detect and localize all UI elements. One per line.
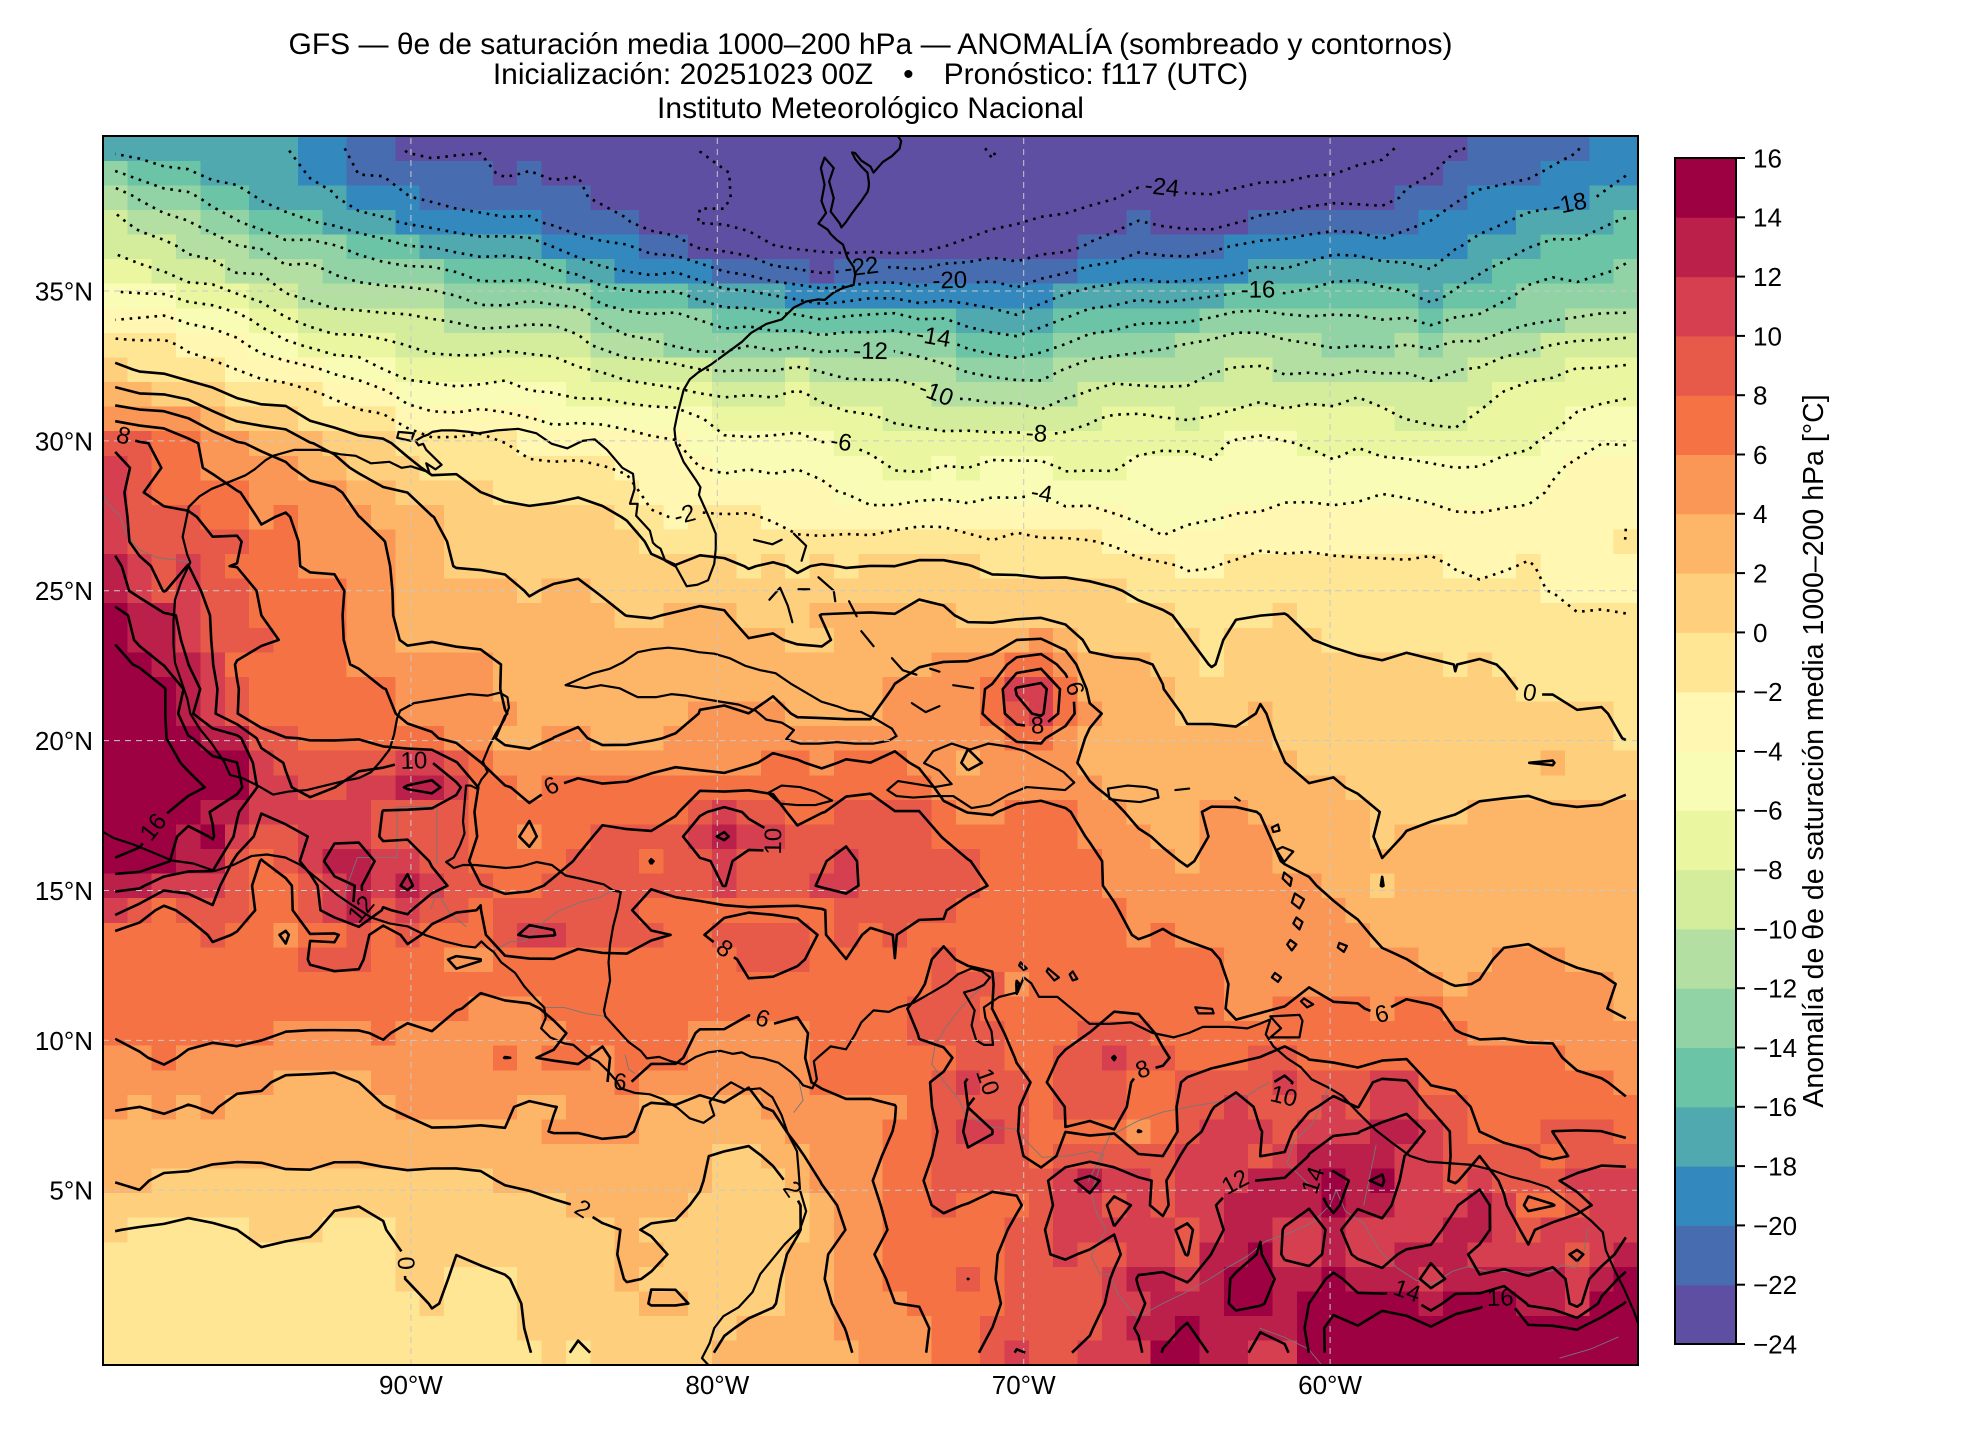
svg-text:20°N: 20°N	[35, 726, 93, 756]
svg-text:-8: -8	[1025, 420, 1048, 448]
svg-text:-24: -24	[1143, 172, 1181, 203]
svg-text:−20: −20	[1753, 1211, 1797, 1241]
svg-text:14: 14	[1753, 203, 1782, 233]
svg-text:16: 16	[1753, 143, 1782, 173]
svg-text:−4: −4	[1753, 736, 1783, 766]
svg-text:−16: −16	[1753, 1092, 1797, 1122]
svg-text:25°N: 25°N	[35, 576, 93, 606]
svg-text:70°W: 70°W	[992, 1370, 1056, 1400]
svg-text:10°N: 10°N	[35, 1026, 93, 1056]
svg-text:-22: -22	[843, 252, 881, 283]
svg-text:35°N: 35°N	[35, 276, 93, 306]
svg-text:12: 12	[1753, 262, 1782, 292]
svg-text:-16: -16	[1240, 276, 1275, 303]
svg-text:0: 0	[1753, 618, 1767, 648]
svg-text:30°N: 30°N	[35, 426, 93, 456]
svg-text:-18: -18	[1550, 187, 1589, 220]
svg-text:-20: -20	[932, 267, 967, 295]
svg-text:−12: −12	[1753, 974, 1797, 1004]
svg-text:GFS — θe de saturación media 1: GFS — θe de saturación media 1000–200 hP…	[289, 28, 1453, 61]
svg-text:−2: −2	[1753, 677, 1783, 707]
svg-text:0: 0	[392, 1256, 420, 1271]
svg-text:60°W: 60°W	[1298, 1370, 1362, 1400]
svg-text:6: 6	[1372, 1000, 1392, 1029]
svg-text:Anomalía de θe de saturación m: Anomalía de θe de saturación media 1000–…	[1798, 394, 1830, 1107]
svg-text:-6: -6	[828, 427, 853, 457]
svg-text:5°N: 5°N	[49, 1176, 93, 1206]
svg-text:-4: -4	[1029, 478, 1055, 508]
svg-text:90°W: 90°W	[379, 1370, 443, 1400]
svg-text:10: 10	[1753, 321, 1782, 351]
svg-text:80°W: 80°W	[685, 1370, 749, 1400]
svg-text:2: 2	[1753, 559, 1767, 589]
svg-text:6: 6	[1753, 440, 1767, 470]
svg-text:−14: −14	[1753, 1033, 1797, 1063]
svg-text:-12: -12	[853, 337, 888, 365]
svg-text:Instituto Meteorológico Nacion: Instituto Meteorológico Nacional	[657, 92, 1084, 125]
svg-text:10: 10	[760, 828, 787, 855]
svg-text:10: 10	[400, 747, 427, 775]
svg-text:−8: −8	[1753, 855, 1783, 885]
svg-text:-14: -14	[914, 321, 953, 354]
svg-text:−24: −24	[1753, 1329, 1797, 1359]
svg-text:6: 6	[612, 1068, 628, 1096]
svg-text:−10: −10	[1753, 914, 1797, 944]
svg-text:−6: −6	[1753, 796, 1783, 826]
svg-text:16: 16	[1486, 1284, 1514, 1312]
svg-text:8: 8	[1030, 712, 1045, 740]
svg-text:0: 0	[1521, 679, 1539, 708]
svg-text:−18: −18	[1753, 1152, 1797, 1182]
svg-text:4: 4	[1753, 499, 1767, 529]
svg-text:15°N: 15°N	[35, 876, 93, 906]
svg-text:10: 10	[1268, 1080, 1300, 1112]
svg-text:−22: −22	[1753, 1270, 1797, 1300]
svg-text:8: 8	[1753, 381, 1767, 411]
svg-text:Inicialización: 20251023 00Z: Inicialización: 20251023 00Z • Pronóstic…	[493, 58, 1248, 91]
